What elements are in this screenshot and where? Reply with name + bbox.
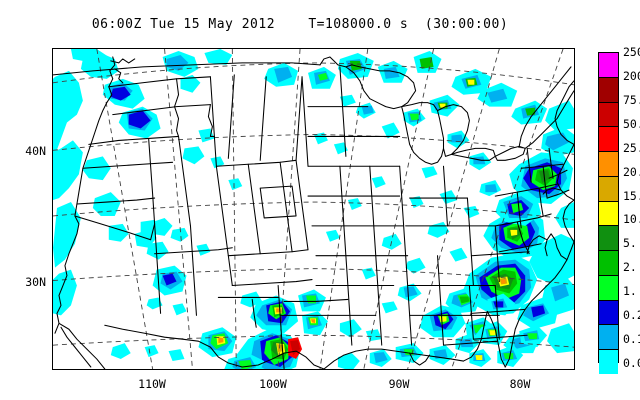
colorbar-band-200.-250. bbox=[599, 53, 618, 78]
colorbar[interactable] bbox=[598, 52, 619, 374]
colorbar-band-0.01-0.10 bbox=[599, 350, 618, 374]
colorbar-band-0.10-0.25 bbox=[599, 325, 618, 351]
map-panel[interactable] bbox=[52, 48, 575, 370]
x-tick-label-90w: 90W bbox=[388, 377, 410, 391]
colorbar-tick-label: 20. bbox=[623, 164, 640, 179]
x-tick-label-110w: 110W bbox=[138, 377, 166, 391]
precip-upper-midwest bbox=[182, 50, 442, 165]
colorbar-tick-label: 0.10 bbox=[623, 332, 640, 347]
precip-atlantic-offshore bbox=[451, 68, 574, 354]
colorbar-tick-label: 2. bbox=[623, 260, 637, 275]
x-tick-label-80w: 80W bbox=[509, 377, 531, 391]
colorbar-tick-label: 25. bbox=[623, 140, 640, 155]
precip-pacific-northwest bbox=[53, 49, 189, 316]
colorbar-tick-label: 0.01 bbox=[623, 356, 640, 370]
colorbar-band-1.-2. bbox=[599, 275, 618, 301]
precip-florida bbox=[455, 293, 548, 368]
colorbar-band-0.25-1. bbox=[599, 300, 618, 326]
colorbar-band-5.-10. bbox=[599, 226, 618, 252]
colorbar-tick-label: 5. bbox=[623, 236, 637, 251]
colorbar-tick-label: 200. bbox=[623, 68, 640, 83]
map-canvas bbox=[53, 49, 574, 369]
precip-isolated-cells bbox=[196, 94, 502, 256]
colorbar-tick-label: 50. bbox=[623, 116, 640, 131]
precip-northern-rockies bbox=[162, 49, 233, 93]
colorbar-band-75.-200. bbox=[599, 77, 618, 103]
colorbar-band-10.-15. bbox=[599, 201, 618, 227]
y-tick-label-40n: 40N bbox=[25, 144, 46, 158]
colorbar-tick-label: 75. bbox=[623, 92, 640, 107]
colorbar-tick-label: 1. bbox=[623, 284, 637, 299]
colorbar-tick-label: 0.25 bbox=[623, 308, 640, 323]
precipitation-field bbox=[53, 49, 574, 369]
colorbar-band-25.-50. bbox=[599, 127, 618, 153]
colorbar-band-15.-20. bbox=[599, 176, 618, 202]
figure-title: 06:00Z Tue 15 May 2012 T=108000.0 s (30:… bbox=[91, 17, 509, 32]
precip-gulf-coast bbox=[337, 319, 456, 369]
precip-texas-panhandle bbox=[240, 289, 326, 334]
map-boundaries bbox=[53, 56, 574, 369]
x-tick-label-100w: 100W bbox=[259, 377, 287, 391]
y-tick-label-30n: 30N bbox=[25, 275, 46, 289]
colorbar-band-20.-25. bbox=[599, 152, 618, 177]
colorbar-band-50.-75. bbox=[599, 102, 618, 128]
colorbar-tick-label: 250. bbox=[623, 45, 640, 59]
colorbar-band-2.-5. bbox=[599, 251, 618, 276]
colorbar-tick-label: 10. bbox=[623, 212, 640, 227]
colorbar-tick-label: 15. bbox=[623, 188, 640, 203]
